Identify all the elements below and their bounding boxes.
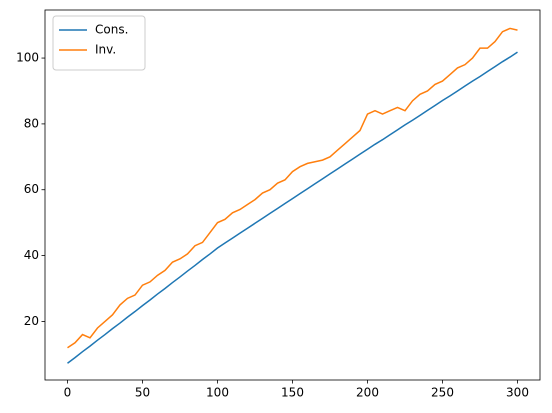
x-tick-label: 250: [431, 386, 454, 400]
y-tick-label: 40: [24, 248, 39, 262]
x-tick-label: 50: [135, 386, 150, 400]
x-tick-label: 200: [356, 386, 379, 400]
x-tick-label: 300: [506, 386, 529, 400]
y-tick-label: 20: [24, 314, 39, 328]
line-series: [67, 27, 518, 349]
y-tick-label: 80: [24, 116, 39, 130]
x-tick-label: 0: [64, 386, 72, 400]
y-tick-label: 100: [16, 51, 39, 65]
legend-label: Cons.: [95, 23, 128, 37]
legend-label: Inv.: [95, 43, 116, 57]
x-tick-label: 100: [206, 386, 229, 400]
x-tick-label: 150: [281, 386, 304, 400]
axes-frame: [44, 9, 541, 381]
line-series: [67, 51, 518, 364]
y-tick-label: 60: [24, 182, 39, 196]
